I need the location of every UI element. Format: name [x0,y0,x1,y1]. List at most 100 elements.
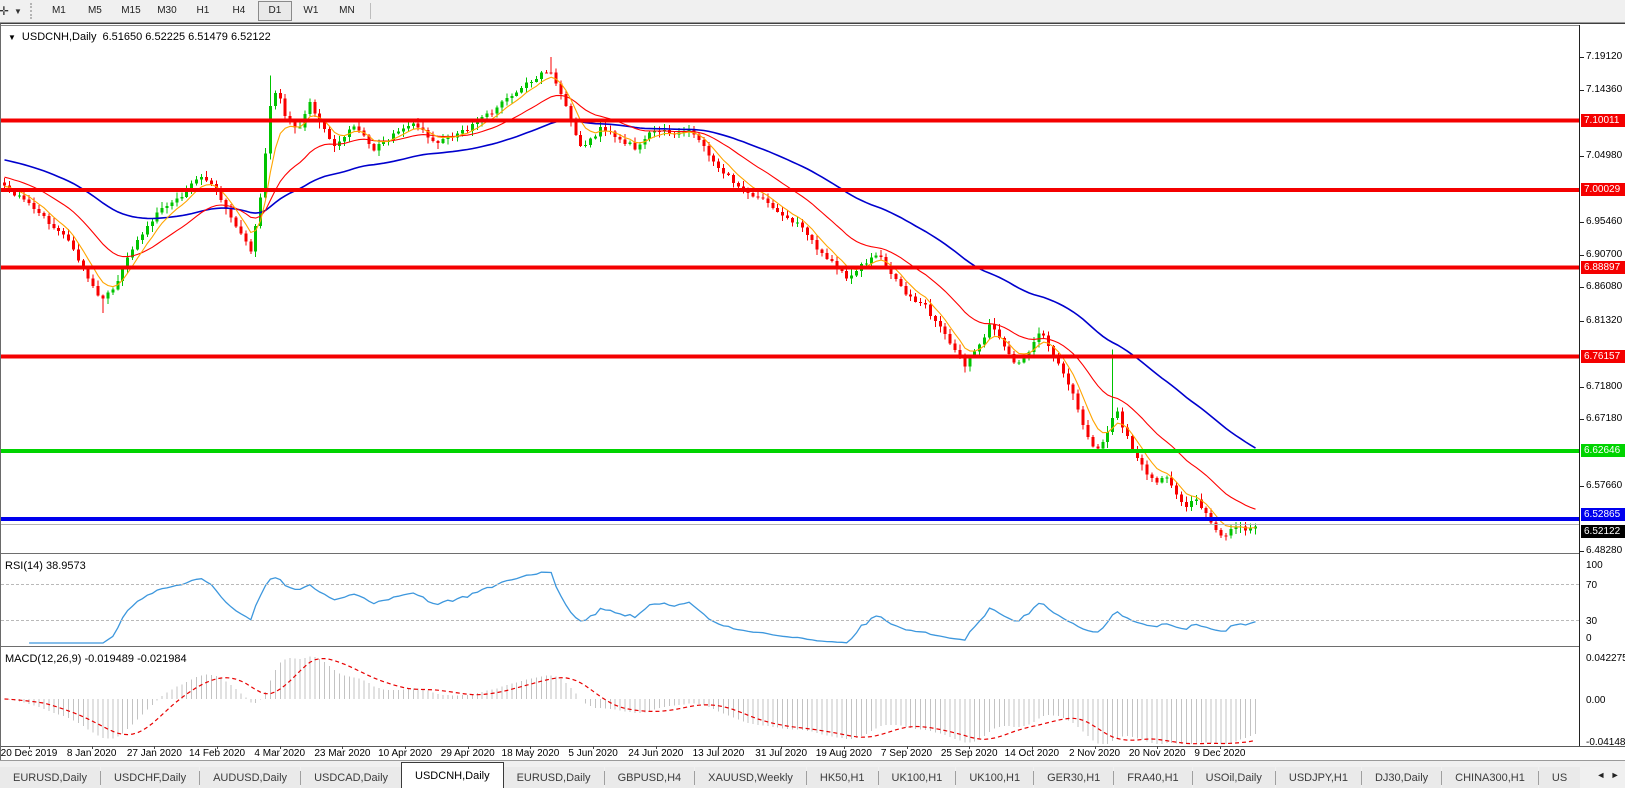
date-label: 13 Jul 2020 [692,748,745,759]
date-tick-mark [969,746,971,749]
date-tick-mark [91,746,93,749]
tab-separator [877,771,879,785]
toolbar-separator [369,3,371,19]
tab-separator [199,771,201,785]
date-tick-mark [593,746,595,749]
rsi-level-line [1,584,1579,586]
chevron-down-icon[interactable]: ▼ [14,6,22,16]
level-price-badge: 6.88897 [1581,260,1625,274]
axis-price-label: 6.67180 [1586,413,1623,425]
date-tick-mark [1031,746,1033,749]
date-tick-mark [1219,746,1221,749]
date-tick-mark [781,746,783,749]
timeframe-button-m30[interactable]: M30 [157,5,177,16]
macd-panel-surface[interactable]: MACD(12,26,9) -0.019489 -0.021984 [1,651,1579,746]
chart-tab-eurusd-daily[interactable]: EURUSD,Daily [503,767,604,788]
rsi-panel-surface[interactable]: RSI(14) 38.9573 [1,558,1579,646]
rsi-level-line [1,619,1579,621]
rsi-scale-label: 30 [1586,615,1598,627]
date-tick-mark [29,746,30,749]
chart-tab-usoil-daily[interactable]: USOil,Daily [1192,767,1275,788]
drawing-tool-icon[interactable]: ✛ [0,4,10,18]
chart-tab-gbpusd-h4[interactable]: GBPUSD,H4 [604,767,695,788]
date-tick-mark [906,746,908,749]
chart-tab-uk100-h1[interactable]: UK100,H1 [956,767,1034,788]
axis-tick-mark [1580,221,1584,223]
timeframe-button-h4[interactable]: H4 [232,5,246,16]
date-label: 5 Jun 2020 [568,748,618,759]
date-label: 14 Oct 2020 [1004,748,1060,759]
chart-symbol-title: USDCNH,Daily [21,31,97,43]
axis-tick-mark [1580,90,1584,92]
date-tick-mark [467,746,469,749]
tab-separator [1360,771,1362,785]
tab-separator [1113,771,1115,785]
tab-separator [1537,771,1539,785]
chart-tab-usdcnh-daily[interactable]: USDCNH,Daily [401,762,504,788]
chart-tab-us[interactable]: US [1538,767,1581,788]
tab-separator [694,771,696,785]
macd-scale-label: -0.04148 [1586,737,1625,748]
tab-separator [1191,771,1193,785]
chart-window: ▼ USDCNH,Daily 6.51650 6.52225 6.51479 6… [0,23,1625,761]
date-label: 25 Sep 2020 [940,748,998,759]
rsi-scale-label: 70 [1586,580,1598,592]
chart-tab-xauusd-weekly[interactable]: XAUUSD,Weekly [695,767,806,788]
date-tick-mark [217,746,219,749]
level-price-badge: 6.76157 [1581,349,1625,363]
chart-tab-ger30-h1[interactable]: GER30,H1 [1034,767,1114,788]
axis-tick-mark [1580,155,1584,157]
chart-tab-hk50-h1[interactable]: HK50,H1 [806,767,878,788]
date-axis[interactable]: 20 Dec 2019 8 Jan 2020 27 Jan 2020 14 Feb 2… [1,746,1579,761]
chart-tab-usdcad-daily[interactable]: USDCAD,Daily [301,767,402,788]
price-axis[interactable]: 7.19120 7.14360 7.04980 6.95460 6.90700 6.860… [1579,25,1625,748]
date-label: 19 Aug 2020 [815,748,872,759]
tab-scroll-right-icon[interactable]: ► [1610,769,1620,780]
timeframe-button-m1[interactable]: M1 [51,5,66,16]
date-label: 20 Nov 2020 [1128,748,1186,759]
axis-price-label: 7.19120 [1586,51,1623,62]
date-tick-mark [1157,746,1159,749]
date-label: 10 Apr 2020 [378,748,433,759]
axis-tick-mark [1580,419,1584,421]
timeframe-button-m15[interactable]: M15 [121,5,141,16]
chart-menu-arrow-icon[interactable]: ▼ [8,32,16,42]
date-tick-mark [718,746,720,749]
chart-tab-fra40-h1[interactable]: FRA40,H1 [1114,767,1192,788]
chart-tab-china300-h1[interactable]: CHINA300,H1 [1442,767,1538,788]
timeframe-button-d1[interactable]: D1 [257,1,292,21]
timeframe-button-mn[interactable]: MN [339,5,355,16]
date-label: 29 Apr 2020 [440,748,495,759]
chart-tab-eurusd-daily[interactable]: EURUSD,Daily [0,767,100,788]
tab-separator [603,771,605,785]
date-tick-mark [405,746,407,749]
timeframe-button-w1[interactable]: W1 [303,5,319,16]
tab-scroll-buttons: ◄ ► [1591,761,1625,788]
main-chart-surface[interactable]: ▼ USDCNH,Daily 6.51650 6.52225 6.51479 6… [1,25,1579,554]
level-price-badge: 6.62646 [1581,443,1625,457]
chart-tab-usdjpy-h1[interactable]: USDJPY,H1 [1275,767,1361,788]
date-label: 14 Feb 2020 [188,748,246,759]
chart-tab-dj30-daily[interactable]: DJ30,Daily [1361,767,1442,788]
axis-price-label: 6.90700 [1586,249,1623,261]
tab-separator [1274,771,1276,785]
timeframe-button-h1[interactable]: H1 [196,5,210,16]
chart-tab-usdchf-daily[interactable]: USDCHF,Daily [100,767,200,788]
chart-ohlc-values: 6.51650 6.52225 6.51479 6.52122 [102,31,271,43]
rsi-scale-label: 100 [1586,560,1603,571]
axis-price-label: 7.04980 [1586,149,1623,161]
timeframe-button-m5[interactable]: M5 [87,5,102,16]
axis-price-label: 6.48280 [1586,544,1623,556]
date-label: 27 Jan 2020 [126,748,182,759]
level-price-badge: 7.00029 [1581,183,1625,197]
date-label: 31 Jul 2020 [755,748,808,759]
timeframe-buttons: M1 M5 M15 M30 H1 H4 D1 W1 MN [41,1,365,21]
axis-tick-mark [1580,287,1584,289]
axis-tick-mark [1580,57,1584,58]
chart-tab-audusd-daily[interactable]: AUDUSD,Daily [200,767,301,788]
current-price-badge: 6.52122 [1581,525,1625,539]
tab-scroll-left-icon[interactable]: ◄ [1596,769,1606,780]
macd-scale-label: 0.00 [1586,695,1606,706]
chart-tab-uk100-h1[interactable]: UK100,H1 [878,767,956,788]
